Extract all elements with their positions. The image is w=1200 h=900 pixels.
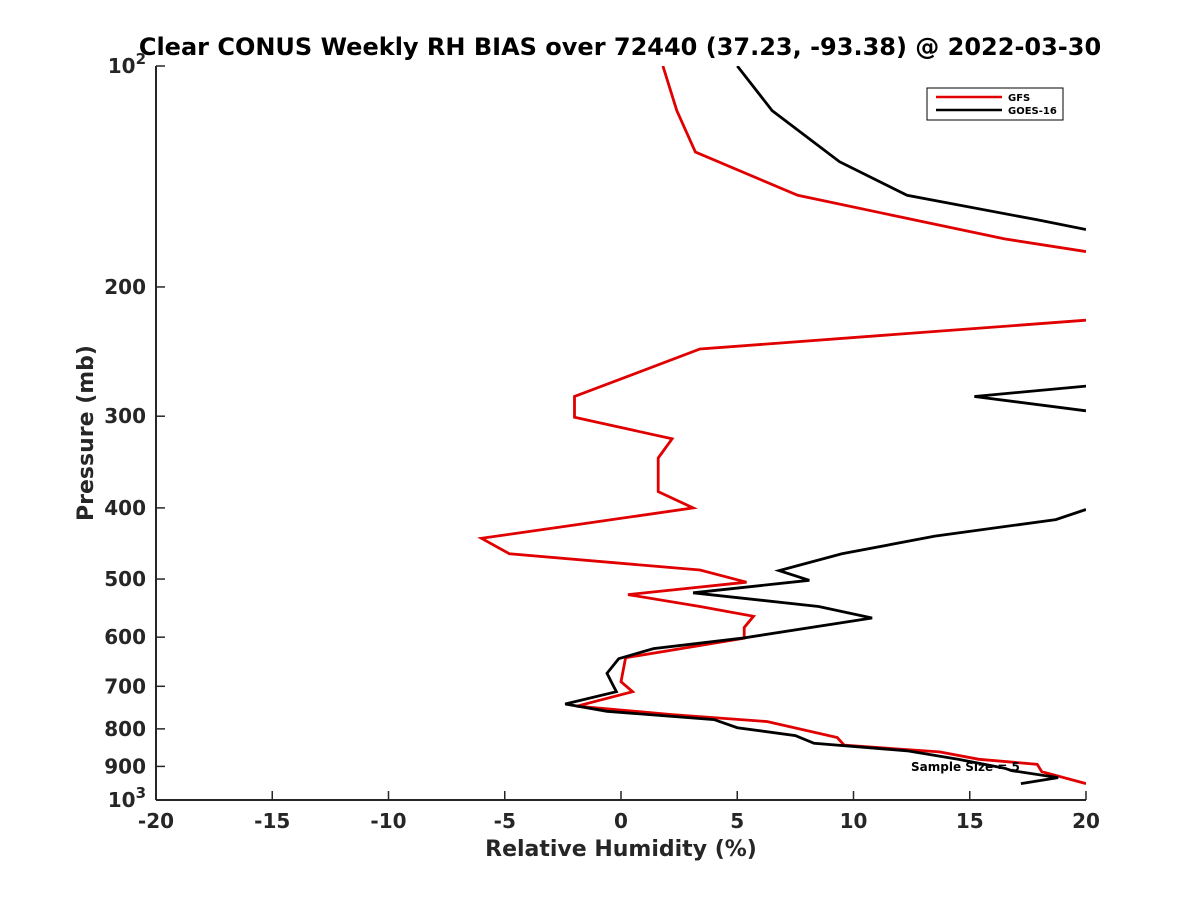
series-group — [477, 66, 1086, 785]
y-tick-label: 500 — [104, 567, 146, 591]
y-tick-label: 102 — [108, 50, 146, 78]
x-tick-label: 20 — [1072, 809, 1100, 833]
x-tick-label: 0 — [614, 809, 628, 833]
x-tick-label: 15 — [956, 809, 984, 833]
chart-title: Clear CONUS Weekly RH BIAS over 72440 (3… — [139, 33, 1101, 61]
sample-size-annotation: Sample Size = 5 — [911, 760, 1020, 774]
legend: GFS GOES-16 — [926, 87, 1064, 121]
y-tick-label: 300 — [104, 404, 146, 428]
x-tick-label: -10 — [370, 809, 406, 833]
series-line-goes-16 — [564, 66, 1086, 785]
y-ticks: 102 200 300 400 500 600 700 800 900 103 — [104, 50, 165, 812]
y-tick-label: 700 — [104, 674, 146, 698]
legend-label-goes16: GOES-16 — [1008, 106, 1057, 117]
legend-box — [926, 87, 1064, 121]
legend-label-gfs: GFS — [1008, 93, 1030, 104]
y-tick-label: 103 — [108, 784, 146, 812]
x-axis-label: Relative Humidity (%) — [485, 837, 757, 862]
x-ticks: -20 -15 -10 -5 0 5 10 15 20 — [138, 791, 1100, 833]
x-tick-label: -20 — [138, 809, 174, 833]
x-tick-label: 5 — [730, 809, 744, 833]
x-tick-label: -5 — [494, 809, 516, 833]
y-tick-label: 400 — [104, 496, 146, 520]
x-tick-label: -15 — [254, 809, 290, 833]
y-tick-label: 600 — [104, 625, 146, 649]
y-tick-label: 200 — [104, 275, 146, 299]
y-axis-label: Pressure (mb) — [74, 345, 99, 521]
plot-area — [156, 66, 1086, 800]
x-tick-label: 10 — [840, 809, 868, 833]
y-tick-label: 900 — [104, 754, 146, 778]
y-tick-label: 800 — [104, 717, 146, 741]
